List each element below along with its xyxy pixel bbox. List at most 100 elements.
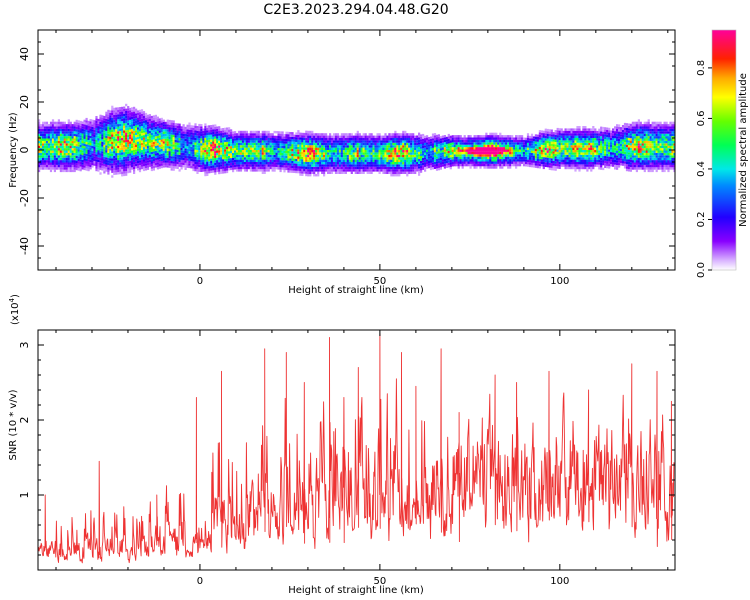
heatmap-cell <box>237 162 241 165</box>
heatmap-cell <box>137 124 140 128</box>
heatmap-cell <box>188 144 191 147</box>
heatmap-cell <box>354 154 357 158</box>
heatmap-cell <box>85 146 88 150</box>
heatmap-cell <box>135 166 138 169</box>
heatmap-cell <box>47 164 51 168</box>
heatmap-cell <box>198 169 201 172</box>
heatmap-cell <box>334 147 338 150</box>
heatmap-cell <box>57 126 60 129</box>
heatmap-cell <box>289 168 292 171</box>
heatmap-cell <box>524 140 528 143</box>
heatmap-cell <box>123 149 126 153</box>
heatmap-cell <box>396 142 399 146</box>
heatmap-cell <box>441 147 444 150</box>
heatmap-cell <box>477 135 480 138</box>
heatmap-cell <box>218 128 221 131</box>
heatmap-cell <box>97 130 100 134</box>
heatmap-cell <box>538 163 541 167</box>
heatmap-cell <box>129 131 132 135</box>
heatmap-cell <box>509 137 512 140</box>
heatmap-cell <box>249 145 252 148</box>
heatmap-cell <box>247 159 250 162</box>
heatmap-cell <box>38 128 41 132</box>
heatmap-cell <box>433 154 437 157</box>
heatmap-cell <box>540 130 543 133</box>
heatmap-cell <box>368 135 371 138</box>
heatmap-cell <box>392 166 395 170</box>
heatmap-cell <box>491 132 494 136</box>
heatmap-cell <box>570 157 573 160</box>
heatmap-cell <box>505 142 508 145</box>
heatmap-cell <box>148 123 151 127</box>
heatmap-cell <box>467 159 470 162</box>
heatmap-cell <box>340 162 343 165</box>
heatmap-cell <box>103 161 106 164</box>
heatmap-cell <box>366 159 369 162</box>
heatmap-cell <box>402 145 405 148</box>
heatmap-cell <box>133 142 136 146</box>
heatmap-cell <box>572 159 575 162</box>
heatmap-cell <box>125 108 128 111</box>
heatmap-cell <box>459 154 462 157</box>
heatmap-cell <box>216 128 219 132</box>
heatmap-cell <box>75 124 78 127</box>
heatmap-cell <box>115 119 118 122</box>
heatmap-cell <box>156 128 159 131</box>
heatmap-cell <box>146 155 150 158</box>
heatmap-cell <box>479 154 482 157</box>
heatmap-cell <box>491 161 494 164</box>
heatmap-cell <box>111 105 114 109</box>
heatmap-cell <box>164 162 167 165</box>
heatmap-cell <box>172 151 175 154</box>
heatmap-cell <box>455 147 458 150</box>
heatmap-cell <box>435 149 439 152</box>
heatmap-cell <box>364 147 367 150</box>
heatmap-cell <box>232 157 235 161</box>
heatmap-cell <box>277 140 280 144</box>
heatmap-cell <box>107 143 110 146</box>
heatmap-cell <box>115 157 118 161</box>
heatmap-cell <box>380 145 383 148</box>
heatmap-cell <box>107 150 110 153</box>
heatmap-cell <box>138 136 142 139</box>
heatmap-cell <box>323 169 326 172</box>
heatmap-cell <box>121 106 124 110</box>
heatmap-cell <box>224 134 227 138</box>
heatmap-cell <box>574 135 577 138</box>
heatmap-cell <box>467 147 470 150</box>
heatmap-cell <box>241 142 245 146</box>
heatmap-cell <box>453 149 456 152</box>
heatmap-cell <box>586 138 589 141</box>
heatmap-cell <box>214 170 217 173</box>
heatmap-cell <box>101 168 104 171</box>
heatmap-cell <box>526 147 530 150</box>
heatmap-cell <box>269 133 272 136</box>
heatmap-cell <box>208 130 211 133</box>
heatmap-cell <box>257 145 260 148</box>
heatmap-cell <box>489 163 492 167</box>
heatmap-cell <box>125 137 128 140</box>
heatmap-cell <box>212 136 215 140</box>
heatmap-cell <box>107 141 110 144</box>
heatmap-cell <box>408 169 411 172</box>
heatmap-cell <box>570 152 573 155</box>
heatmap-cell <box>176 157 179 160</box>
heatmap-cell <box>111 153 114 157</box>
heatmap-cell <box>303 159 306 162</box>
heatmap-cell <box>129 136 132 140</box>
heatmap-cell <box>198 138 201 141</box>
heatmap-cell <box>392 157 395 160</box>
heatmap-cell <box>538 156 541 159</box>
heatmap-cell <box>101 151 104 154</box>
heatmap-cell <box>111 156 114 159</box>
heatmap-cell <box>243 140 247 143</box>
heatmap-cell <box>560 140 563 143</box>
heatmap-cell <box>437 151 440 154</box>
heatmap-cell <box>382 164 385 167</box>
heatmap-cell <box>382 171 385 174</box>
heatmap-cell <box>582 166 585 170</box>
heatmap-cell <box>398 152 401 155</box>
heatmap-cell <box>429 158 433 161</box>
heatmap-cell <box>168 131 171 135</box>
heatmap-cell <box>483 147 486 150</box>
